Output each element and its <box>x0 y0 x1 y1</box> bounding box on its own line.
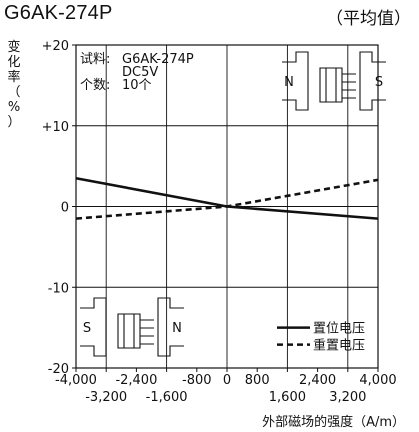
sample-label: 试料: <box>80 52 110 67</box>
y-axis-label-char: （ <box>7 85 20 100</box>
x-tick-label: 0 <box>223 373 231 388</box>
magnet-right <box>359 51 386 111</box>
pole-label: N <box>284 75 294 90</box>
y-tick-label: +20 <box>42 39 69 54</box>
magnet-right <box>157 297 184 357</box>
sample-voltage: DC5V <box>122 65 158 80</box>
x-tick-label: -2,400 <box>115 373 157 388</box>
sample-count-value: 10个 <box>122 78 152 93</box>
y-tick-label: 0 <box>61 201 69 216</box>
y-tick-label: -20 <box>48 362 69 377</box>
sample-count-label: 个数: <box>80 78 110 93</box>
x-tick-label: 2,400 <box>299 373 336 388</box>
y-axis-label-char: 率 <box>7 69 20 85</box>
pole-label: S <box>83 321 91 336</box>
x-tick-label: 800 <box>245 373 270 388</box>
y-tick-label: +10 <box>42 120 69 135</box>
x-tick-label: 3,200 <box>329 390 366 405</box>
relay-pins <box>342 73 356 99</box>
pole-label: N <box>172 321 182 336</box>
x-axis-label: 外部磁场的强度（A/m） <box>262 414 405 430</box>
y-axis-label-char: 变 <box>7 39 20 55</box>
legend-label: 重置电压 <box>313 338 365 354</box>
x-tick-label: -800 <box>182 373 212 388</box>
magnet-left <box>282 51 309 111</box>
legend-label: 置位电压 <box>313 322 365 337</box>
y-axis-label-char: ） <box>7 115 20 130</box>
x-tick-label: 1,600 <box>269 390 306 405</box>
pole-label: S <box>375 75 383 90</box>
y-tick-label: -10 <box>48 281 69 296</box>
sample-value: G6AK-274P <box>122 52 194 67</box>
x-tick-label: -4,000 <box>55 373 97 388</box>
y-axis-label-char: % <box>8 100 20 115</box>
relay-body <box>325 68 337 102</box>
relay-body <box>123 314 135 348</box>
x-tick-label: -3,200 <box>85 390 127 405</box>
chart-subtitle: （平均值） <box>326 9 411 29</box>
series-line <box>75 178 379 220</box>
relay-body <box>117 313 141 349</box>
magnet-left <box>80 297 107 357</box>
y-axis-label-char: 化 <box>7 55 20 70</box>
x-tick-label: 4,000 <box>359 373 396 388</box>
relay-pins <box>140 319 154 345</box>
relay-body <box>319 67 343 103</box>
x-tick-label: -1,600 <box>146 390 188 405</box>
chart-title: G6AK-274P <box>4 2 113 24</box>
